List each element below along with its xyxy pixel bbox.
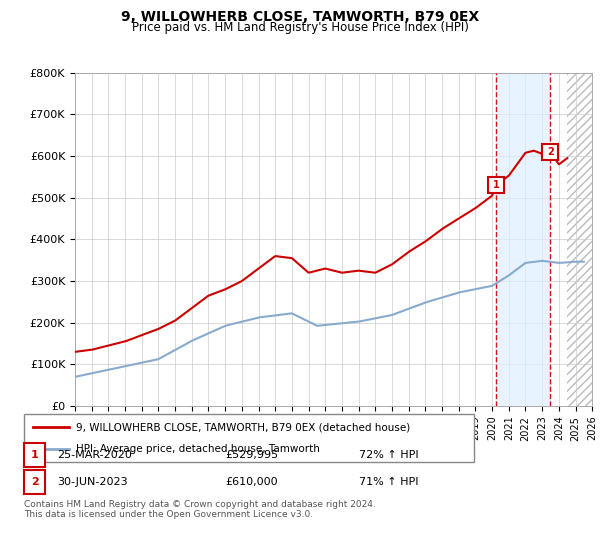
Text: Contains HM Land Registry data © Crown copyright and database right 2024.
This d: Contains HM Land Registry data © Crown c… (24, 500, 376, 519)
Text: 2: 2 (547, 147, 554, 157)
Bar (496, 73, 550, 406)
Text: Price paid vs. HM Land Registry's House Price Index (HPI): Price paid vs. HM Land Registry's House … (131, 21, 469, 34)
FancyBboxPatch shape (24, 443, 45, 468)
FancyBboxPatch shape (24, 470, 45, 494)
Text: 1: 1 (31, 450, 38, 460)
Bar (567, 73, 592, 406)
Text: 71% ↑ HPI: 71% ↑ HPI (359, 477, 418, 487)
Text: HPI: Average price, detached house, Tamworth: HPI: Average price, detached house, Tamw… (76, 444, 320, 454)
Text: 25-MAR-2020: 25-MAR-2020 (58, 450, 133, 460)
Text: 9, WILLOWHERB CLOSE, TAMWORTH, B79 0EX (detached house): 9, WILLOWHERB CLOSE, TAMWORTH, B79 0EX (… (76, 422, 410, 432)
Text: 30-JUN-2023: 30-JUN-2023 (58, 477, 128, 487)
Text: 9, WILLOWHERB CLOSE, TAMWORTH, B79 0EX: 9, WILLOWHERB CLOSE, TAMWORTH, B79 0EX (121, 10, 479, 24)
FancyBboxPatch shape (24, 414, 474, 462)
Text: £610,000: £610,000 (225, 477, 278, 487)
Text: 2: 2 (31, 477, 38, 487)
Bar (567, 73, 592, 406)
Text: 1: 1 (493, 180, 499, 190)
Text: £529,995: £529,995 (225, 450, 278, 460)
Text: 72% ↑ HPI: 72% ↑ HPI (359, 450, 418, 460)
